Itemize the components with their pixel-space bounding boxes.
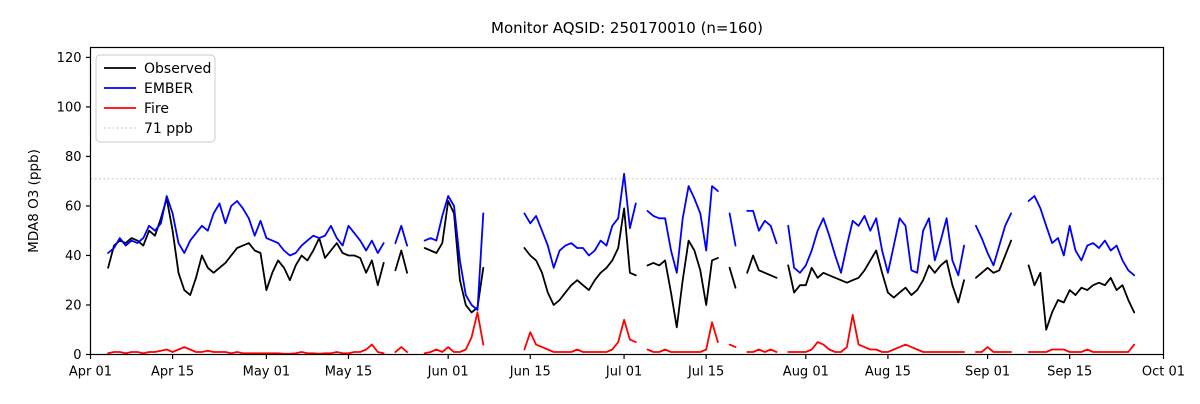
x-tick-label: Apr 01 (69, 365, 112, 380)
x-tick-label: May 15 (325, 365, 373, 380)
x-tick-label: May 01 (243, 365, 291, 380)
y-tick-label: 40 (65, 249, 82, 264)
legend-label: Observed (144, 61, 211, 77)
x-tick-label: Jul 01 (605, 365, 642, 380)
chart-title: Monitor AQSID: 250170010 (n=160) (491, 19, 763, 37)
plot-area: 0 20 40 60 80 100 120 Apr 01 Apr 15 May 01 May 15 J… (57, 46, 1185, 380)
x-tick-label: Oct 01 (1142, 365, 1185, 380)
y-tick-label: 80 (65, 150, 82, 165)
legend-label: Fire (144, 101, 169, 117)
y-tick-label: 60 (65, 199, 82, 214)
x-tick-label: Jun 01 (427, 365, 469, 380)
x-tick-label: Aug 15 (865, 365, 911, 380)
ember-line (107, 172, 1136, 311)
fire-line (107, 311, 1136, 355)
legend-label: EMBER (144, 81, 193, 97)
legend-label: 71 ppb (144, 121, 193, 137)
x-tick-label: Aug 01 (783, 365, 829, 380)
observed-line (107, 197, 1136, 331)
y-tick-label: 120 (57, 51, 82, 66)
x-tick-label: Jul 15 (687, 365, 724, 380)
axes-border (89, 46, 1165, 356)
x-tick-label: Sep 15 (1047, 365, 1092, 380)
y-axis-label: MDA8 O3 (ppb) (26, 149, 42, 253)
x-tick-label: Apr 15 (151, 365, 194, 380)
y-tick-label: 100 (57, 100, 82, 115)
y-tick-label: 20 (65, 298, 82, 313)
x-tick-label: Jun 15 (509, 365, 551, 380)
legend: Observed EMBER Fire 71 ppb (95, 54, 216, 143)
legend-box (95, 54, 216, 143)
x-tick-label: Sep 01 (965, 365, 1010, 380)
y-tick-label: 0 (73, 348, 81, 363)
